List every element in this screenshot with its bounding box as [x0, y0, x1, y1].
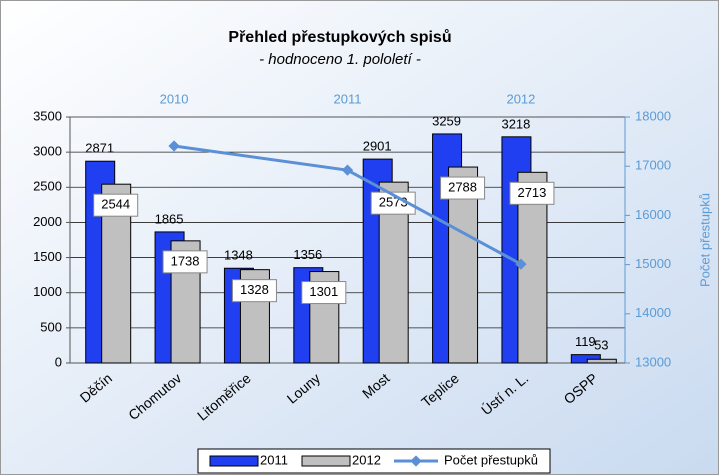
- data-label: 1301: [309, 284, 338, 299]
- legend-swatch: [301, 455, 351, 467]
- chart-subtitle: - hodnoceno 1. pololetí -: [259, 51, 421, 68]
- y2-tick-label: 14000: [635, 305, 671, 320]
- legend-swatch: [209, 455, 259, 467]
- data-label: 1328: [240, 282, 269, 297]
- data-label: 2544: [101, 197, 130, 212]
- data-label: 2788: [448, 179, 477, 194]
- data-label: 2573: [379, 195, 408, 210]
- data-label: 1738: [171, 253, 200, 268]
- data-label: 2901: [363, 139, 392, 154]
- data-label: 53: [594, 338, 608, 353]
- data-label-box: [162, 250, 208, 274]
- data-label: 1356: [293, 247, 322, 262]
- y-tick-label: 2500: [33, 179, 62, 194]
- bar: [586, 358, 617, 364]
- y2-tick-label: 18000: [635, 108, 671, 123]
- legend-swatch: [410, 455, 422, 467]
- y-tick-label: 3000: [33, 144, 62, 159]
- y-tick-label: 2000: [33, 214, 62, 229]
- data-label: 3218: [501, 116, 530, 131]
- data-label: 1348: [224, 248, 253, 263]
- data-label-box: [93, 193, 139, 217]
- data-label: 1865: [155, 211, 184, 226]
- legend-label: 2011: [260, 452, 288, 467]
- bar: [448, 166, 479, 364]
- data-label: 2713: [517, 185, 546, 200]
- y2-tick-label: 13000: [635, 354, 671, 369]
- data-label-box: [301, 281, 347, 305]
- data-label: 119: [575, 334, 596, 349]
- y2-axis-label: Počet přestupků: [697, 193, 712, 287]
- y-tick-label: 1500: [33, 249, 62, 264]
- y2-tick-label: 17000: [635, 158, 671, 173]
- data-label-box: [509, 181, 555, 205]
- y-tick-label: 0: [55, 354, 62, 369]
- y-tick-label: 500: [40, 319, 62, 334]
- data-label-box: [231, 279, 277, 303]
- legend-label: Počet přestupků: [444, 452, 538, 467]
- x2-tick-label: 2012: [506, 91, 535, 106]
- data-label-box: [370, 191, 416, 215]
- line-marker: [168, 140, 180, 152]
- legend-label: 2012: [352, 452, 381, 467]
- x2-tick-label: 2010: [160, 91, 189, 106]
- y2-tick-label: 15000: [635, 256, 671, 271]
- x2-tick-label: 2011: [334, 91, 362, 106]
- y-tick-label: 1000: [33, 284, 62, 299]
- data-label: 2871: [85, 141, 114, 156]
- y-tick-label: 3500: [33, 108, 62, 123]
- line-marker: [341, 164, 354, 176]
- chart-title: Přehled přestupkových spisů: [228, 29, 451, 46]
- data-label-box: [440, 176, 486, 200]
- y2-tick-label: 16000: [635, 207, 671, 222]
- data-label: 3259: [432, 113, 461, 128]
- line-marker: [515, 258, 527, 270]
